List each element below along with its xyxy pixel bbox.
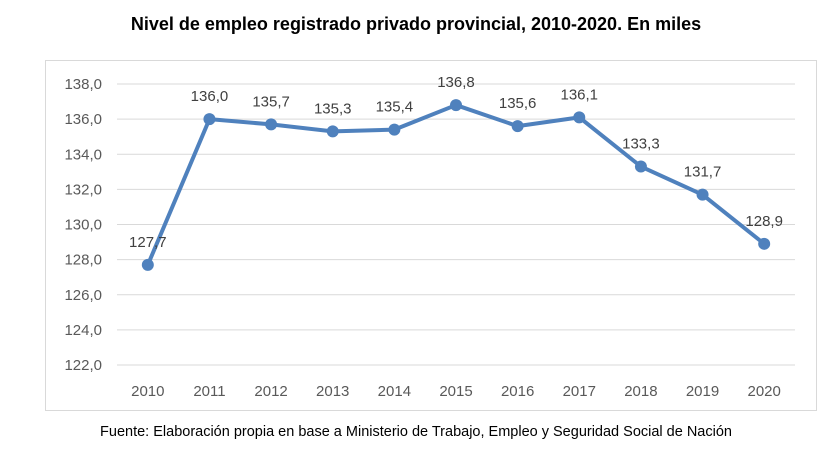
data-label: 131,7 xyxy=(684,164,722,181)
data-point xyxy=(203,113,216,126)
chart-frame xyxy=(45,60,817,411)
x-tick-label: 2020 xyxy=(747,383,780,400)
y-tick-label: 126,0 xyxy=(64,287,102,304)
y-tick-label: 132,0 xyxy=(64,181,102,198)
data-label: 135,3 xyxy=(314,100,352,117)
x-tick-label: 2019 xyxy=(686,383,719,400)
x-tick-label: 2018 xyxy=(624,383,657,400)
data-label: 135,7 xyxy=(252,93,290,110)
data-label: 136,0 xyxy=(191,88,229,105)
data-label: 136,1 xyxy=(560,86,598,103)
y-tick-label: 136,0 xyxy=(64,111,102,128)
data-label: 135,6 xyxy=(499,95,537,112)
y-tick-label: 130,0 xyxy=(64,217,102,234)
data-point xyxy=(758,237,771,250)
data-label: 135,4 xyxy=(376,99,414,116)
data-point xyxy=(573,111,586,124)
data-point xyxy=(511,120,524,133)
x-tick-label: 2016 xyxy=(501,383,534,400)
y-tick-label: 134,0 xyxy=(64,146,102,163)
data-point xyxy=(388,123,401,136)
x-tick-label: 2011 xyxy=(193,383,225,400)
data-label: 133,3 xyxy=(622,136,660,153)
gridlines xyxy=(117,83,795,366)
x-tick-label: 2013 xyxy=(316,383,349,400)
data-point xyxy=(265,118,278,131)
data-labels: 127,7 136,0 135,7 135,3 135,4 136,8 135,6 136,1… xyxy=(129,74,783,251)
y-tick-label: 124,0 xyxy=(64,322,102,339)
series-line xyxy=(145,103,766,266)
x-tick-label: 2010 xyxy=(131,383,164,400)
x-tick-label: 2012 xyxy=(254,383,287,400)
chart-title: Nivel de empleo registrado privado provi… xyxy=(130,14,702,34)
source-note: Fuente: Elaboración propia en base a Min… xyxy=(100,424,732,440)
x-tick-label: 2014 xyxy=(378,383,411,400)
x-tick-label: 2017 xyxy=(563,383,596,400)
data-point xyxy=(326,125,339,138)
y-tick-label: 128,0 xyxy=(64,252,102,269)
data-point xyxy=(141,258,154,271)
data-point xyxy=(634,160,647,173)
data-point xyxy=(696,188,709,201)
data-points xyxy=(141,99,771,271)
y-axis-ticks: 122,0 124,0 126,0 128,0 130,0 132,0 134,0 136,0… xyxy=(64,76,102,374)
x-axis-ticks: 2010 2011 2012 2013 2014 2015 2016 2017 2018 2019… xyxy=(131,383,781,400)
x-tick-label: 2015 xyxy=(439,383,472,400)
data-label: 128,9 xyxy=(745,213,783,230)
y-tick-label: 138,0 xyxy=(64,76,102,93)
data-point xyxy=(450,99,462,112)
data-label: 127,7 xyxy=(129,234,167,251)
y-tick-label: 122,0 xyxy=(64,357,102,374)
data-label: 136,8 xyxy=(437,74,475,91)
